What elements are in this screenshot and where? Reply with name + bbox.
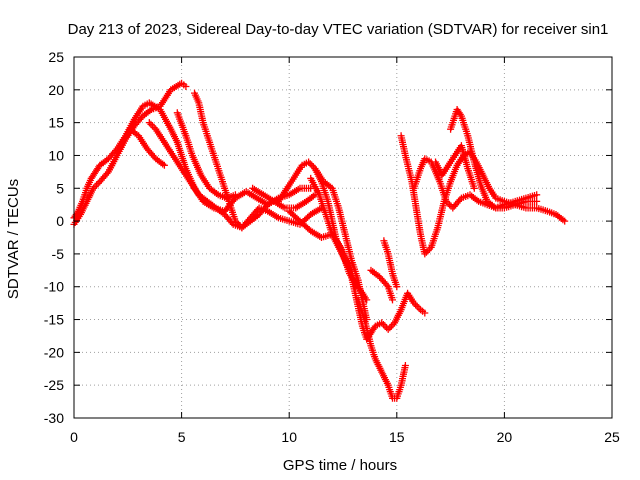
x-tick-label: 10 — [281, 429, 297, 445]
y-tick-label: -30 — [44, 410, 64, 426]
series-markers — [380, 237, 401, 291]
series-trace-3 — [126, 125, 168, 169]
series-trace-12 — [354, 296, 409, 402]
y-tick-label: -5 — [52, 246, 65, 262]
series-markers — [367, 266, 396, 304]
y-tick-label: 5 — [56, 180, 64, 196]
y-tick-label: -15 — [44, 312, 64, 328]
series-trace-11 — [311, 165, 371, 323]
series-trace-7 — [249, 184, 319, 212]
x-tick-label: 20 — [497, 429, 513, 445]
y-tick-label: 15 — [48, 115, 64, 131]
x-tick-label: 5 — [178, 429, 186, 445]
series-markers — [432, 142, 478, 192]
series-trace-17 — [447, 106, 569, 225]
series-markers — [447, 106, 569, 225]
y-axis-label: SDTVAR / TECUs — [5, 179, 22, 299]
x-tick-label: 0 — [70, 429, 78, 445]
y-tick-label: -20 — [44, 344, 64, 360]
x-tick-labels: 0 5 10 15 20 25 — [70, 429, 620, 445]
series-trace-14 — [380, 237, 401, 291]
y-tick-label: -10 — [44, 279, 64, 295]
series-trace-18 — [432, 142, 478, 192]
x-axis-label: GPS time / hours — [283, 457, 397, 474]
series-markers — [249, 184, 319, 212]
x-tick-label: 25 — [604, 429, 620, 445]
chart-title: Day 213 of 2023, Sidereal Day-to-day VTE… — [68, 21, 609, 38]
axis-ticks — [73, 56, 613, 419]
y-tick-label: 20 — [48, 82, 64, 98]
x-tick-label: 15 — [389, 429, 405, 445]
series-markers — [311, 165, 371, 323]
grid-lines — [74, 57, 612, 418]
series-markers — [354, 296, 409, 402]
series-markers — [126, 125, 168, 169]
y-tick-labels: -30 -25 -20 -15 -10 -5 0 5 10 15 20 25 — [44, 49, 64, 426]
y-tick-label: 10 — [48, 147, 64, 163]
plot-frame — [73, 56, 613, 419]
y-tick-label: -25 — [44, 377, 64, 393]
y-tick-label: 0 — [56, 213, 64, 229]
y-tick-label: 25 — [48, 49, 64, 65]
series-trace-13 — [367, 266, 396, 304]
